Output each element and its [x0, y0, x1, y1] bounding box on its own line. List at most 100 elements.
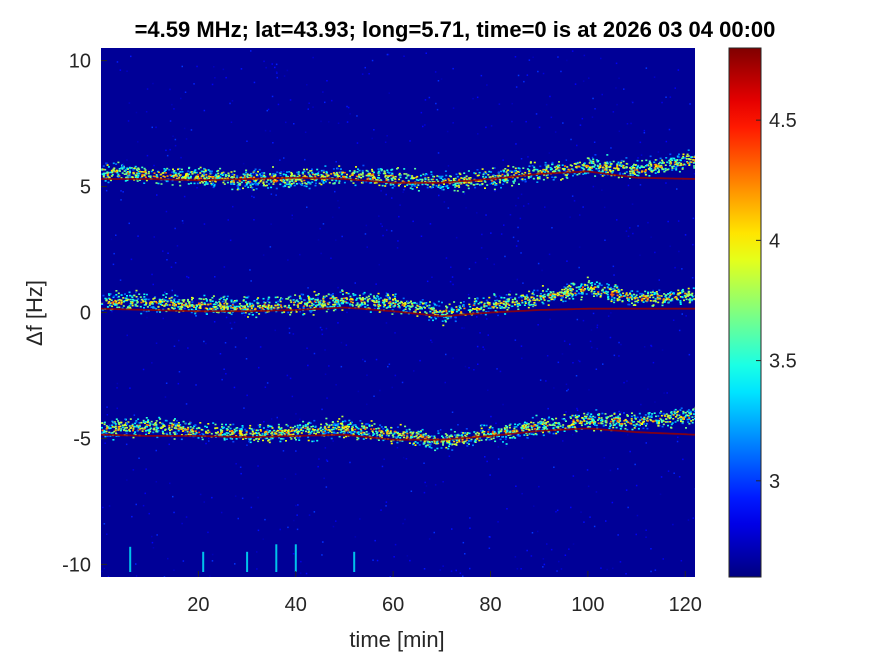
band-pixel	[682, 153, 685, 156]
band-pixel	[297, 300, 300, 303]
band-pixel	[326, 306, 329, 309]
band-pixel	[626, 296, 629, 299]
noise-pixel	[625, 489, 628, 491]
band-pixel	[360, 432, 363, 434]
band-pixel	[369, 311, 372, 313]
band-pixel	[104, 168, 107, 171]
band-pixel	[366, 300, 369, 303]
band-pixel	[627, 303, 630, 306]
noise-pixel	[285, 121, 287, 124]
band-pixel	[421, 179, 424, 181]
band-pixel	[335, 171, 338, 174]
noise-pixel	[274, 66, 276, 69]
band-pixel	[469, 305, 472, 308]
band-pixel	[613, 285, 616, 288]
band-pixel	[432, 302, 435, 305]
noise-pixel	[576, 318, 579, 321]
noise-pixel	[481, 233, 483, 236]
band-pixel	[431, 186, 434, 188]
band-pixel	[419, 306, 421, 308]
band-pixel	[244, 179, 247, 181]
band-pixel	[553, 298, 555, 301]
band-pixel	[377, 170, 380, 173]
noise-pixel	[588, 77, 590, 79]
band-pixel	[643, 166, 646, 168]
noise-pixel	[277, 103, 280, 106]
band-pixel	[607, 298, 610, 301]
band-pixel	[595, 167, 598, 170]
band-pixel	[340, 302, 343, 304]
band-pixel	[603, 169, 606, 171]
noise-pixel	[425, 485, 428, 487]
band-pixel	[532, 169, 535, 172]
band-pixel	[583, 289, 586, 291]
band-pixel	[543, 422, 546, 425]
band-pixel	[366, 178, 369, 180]
band-pixel	[384, 185, 387, 187]
band-pixel	[397, 303, 399, 306]
band-pixel	[371, 176, 374, 179]
band-pixel	[189, 177, 192, 179]
band-pixel	[217, 177, 220, 179]
band-pixel	[350, 174, 353, 176]
band-pixel	[630, 418, 633, 420]
band-pixel	[693, 167, 695, 169]
band-pixel	[567, 290, 569, 293]
band-pixel	[352, 293, 355, 295]
band-pixel	[685, 295, 688, 297]
noise-pixel	[146, 154, 149, 157]
band-pixel	[587, 418, 590, 420]
band-pixel	[462, 177, 465, 180]
band-pixel	[691, 294, 694, 297]
band-pixel	[178, 308, 181, 310]
band-pixel	[616, 286, 619, 289]
band-pixel	[628, 300, 631, 302]
band-pixel	[498, 304, 501, 307]
band-pixel	[632, 167, 634, 169]
band-pixel	[521, 301, 524, 304]
band-pixel	[187, 173, 190, 176]
noise-pixel	[402, 456, 405, 459]
noise-pixel	[209, 575, 211, 577]
noise-pixel	[446, 130, 449, 133]
noise-pixel	[308, 102, 310, 104]
noise-pixel	[639, 141, 642, 144]
noise-pixel	[283, 75, 286, 77]
band-pixel	[499, 179, 502, 181]
noise-pixel	[122, 191, 124, 193]
band-pixel	[567, 294, 570, 297]
band-pixel	[104, 172, 107, 175]
band-pixel	[252, 305, 255, 308]
noise-pixel	[324, 349, 326, 351]
noise-pixel	[162, 317, 164, 320]
band-pixel	[564, 300, 567, 302]
band-pixel	[143, 422, 146, 424]
band-pixel	[617, 176, 620, 179]
band-pixel	[690, 293, 692, 296]
band-pixel	[375, 299, 378, 302]
band-pixel	[386, 169, 389, 172]
band-pixel	[431, 441, 433, 443]
noise-pixel	[681, 313, 683, 315]
band-pixel	[436, 447, 439, 450]
band-pixel	[430, 316, 433, 319]
band-pixel	[541, 170, 544, 173]
noise-pixel	[579, 360, 581, 363]
band-pixel	[518, 167, 521, 170]
band-pixel	[693, 165, 695, 167]
band-pixel	[388, 305, 391, 308]
noise-pixel	[126, 159, 128, 161]
band-pixel	[391, 313, 394, 315]
band-pixel	[288, 182, 291, 184]
band-pixel	[180, 308, 183, 311]
band-pixel	[177, 299, 180, 301]
band-pixel	[252, 313, 254, 316]
band-pixel	[626, 297, 629, 300]
noise-pixel	[607, 315, 610, 317]
noise-pixel	[270, 223, 272, 225]
noise-pixel	[362, 358, 364, 361]
band-pixel	[264, 175, 267, 178]
band-pixel	[448, 182, 451, 185]
band-pixel	[458, 178, 461, 181]
noise-pixel	[116, 61, 119, 63]
